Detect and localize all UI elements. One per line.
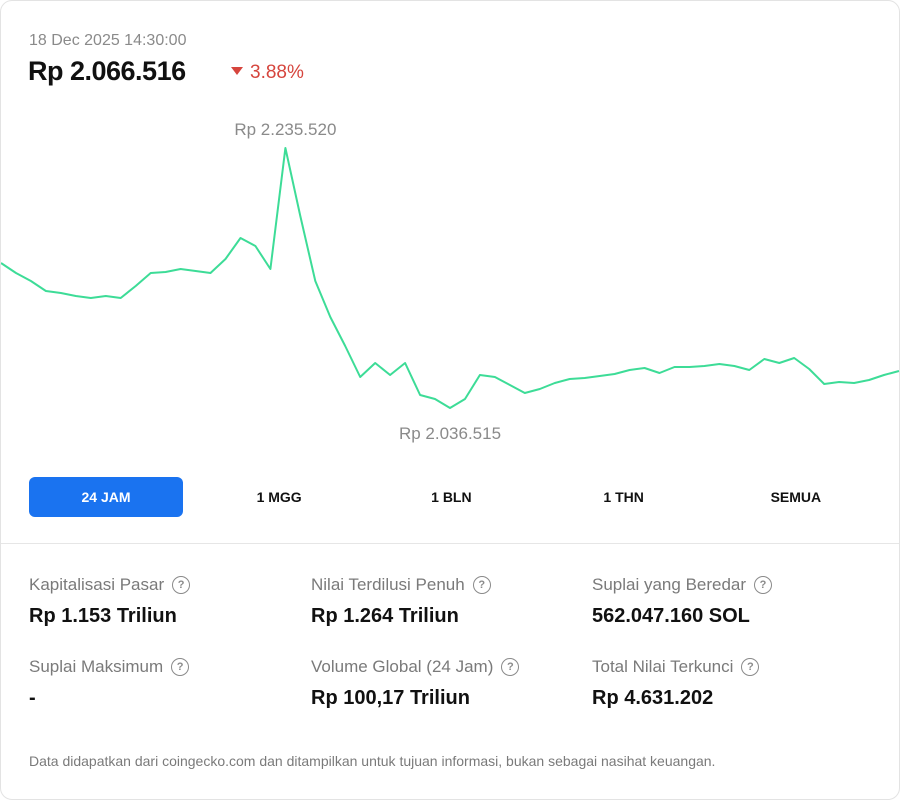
stat-value: Rp 100,17 Triliun xyxy=(311,687,470,709)
stat-label: Volume Global (24 Jam)? xyxy=(311,657,592,677)
stat: Volume Global (24 Jam)? Rp 100,17 Triliun xyxy=(311,657,592,710)
stat: Total Nilai Terkunci? Rp 4.631.202 xyxy=(592,657,874,710)
stat-label: Kapitalisasi Pasar? xyxy=(29,575,311,595)
help-icon[interactable]: ? xyxy=(741,658,760,676)
change-arrow xyxy=(231,67,243,75)
stat-label: Nilai Terdilusi Penuh? xyxy=(311,575,592,595)
stat-label-text: Suplai yang Beredar xyxy=(592,575,747,594)
stats-grid: Kapitalisasi Pasar? Rp 1.153 Triliun Nilai… xyxy=(29,575,889,710)
help-icon[interactable]: ? xyxy=(754,576,773,594)
help-icon[interactable]: ? xyxy=(172,576,191,594)
stat: Suplai Maksimum? - xyxy=(29,657,311,710)
range-tab[interactable]: SEMUA xyxy=(770,489,822,505)
help-icon[interactable]: ? xyxy=(171,658,190,676)
divider xyxy=(1,543,899,544)
current-price: Rp 2.066.516 xyxy=(28,56,186,86)
stat-value: Rp 1.264 Triliun xyxy=(311,605,459,627)
change-text: 3.88% xyxy=(250,62,304,83)
range-tab[interactable]: 24 JAM xyxy=(29,477,183,517)
stat-label: Suplai yang Beredar? xyxy=(592,575,874,595)
stat: Nilai Terdilusi Penuh? Rp 1.264 Triliun xyxy=(311,575,592,628)
stat-value: 562.047.160 SOL xyxy=(592,605,750,627)
range-tab[interactable]: 1 BLN xyxy=(431,489,472,505)
extreme-label: Rp 2.235.520 xyxy=(234,120,336,139)
stat-label-text: Total Nilai Terkunci xyxy=(592,657,734,676)
stat-label-text: Suplai Maksimum xyxy=(29,657,164,676)
stat-value: - xyxy=(29,687,36,709)
range-tab[interactable]: 1 MGG xyxy=(256,489,302,505)
stat-label-text: Nilai Terdilusi Penuh xyxy=(311,575,465,594)
help-icon[interactable]: ? xyxy=(501,658,520,676)
help-icon[interactable]: ? xyxy=(472,576,491,594)
stat: Suplai yang Beredar? 562.047.160 SOL xyxy=(592,575,874,628)
price-line xyxy=(1,147,900,409)
stat-label: Total Nilai Terkunci? xyxy=(592,657,874,677)
disclaimer: Data didapatkan dari coingecko.com dan d… xyxy=(29,753,716,769)
stat-value: Rp 1.153 Triliun xyxy=(29,605,177,627)
range-tabs: 24 JAM 1 MGG 1 BLN 1 THN SEMUA xyxy=(29,477,882,517)
range-tab[interactable]: 1 THN xyxy=(603,489,644,505)
price-chart: Rp 2.235.520 Rp 2.036.515 xyxy=(1,120,900,443)
stat: Kapitalisasi Pasar? Rp 1.153 Triliun xyxy=(29,575,311,628)
price-change: 3.88% xyxy=(231,62,304,84)
stat-label-text: Volume Global (24 Jam) xyxy=(311,657,494,676)
timestamp: 18 Dec 2025 14:30:00 xyxy=(29,32,187,49)
extreme-label: Rp 2.036.515 xyxy=(399,424,501,443)
stat-value: Rp 4.631.202 xyxy=(592,687,714,709)
stat-label-text: Kapitalisasi Pasar xyxy=(29,575,165,594)
stat-label: Suplai Maksimum? xyxy=(29,657,311,677)
